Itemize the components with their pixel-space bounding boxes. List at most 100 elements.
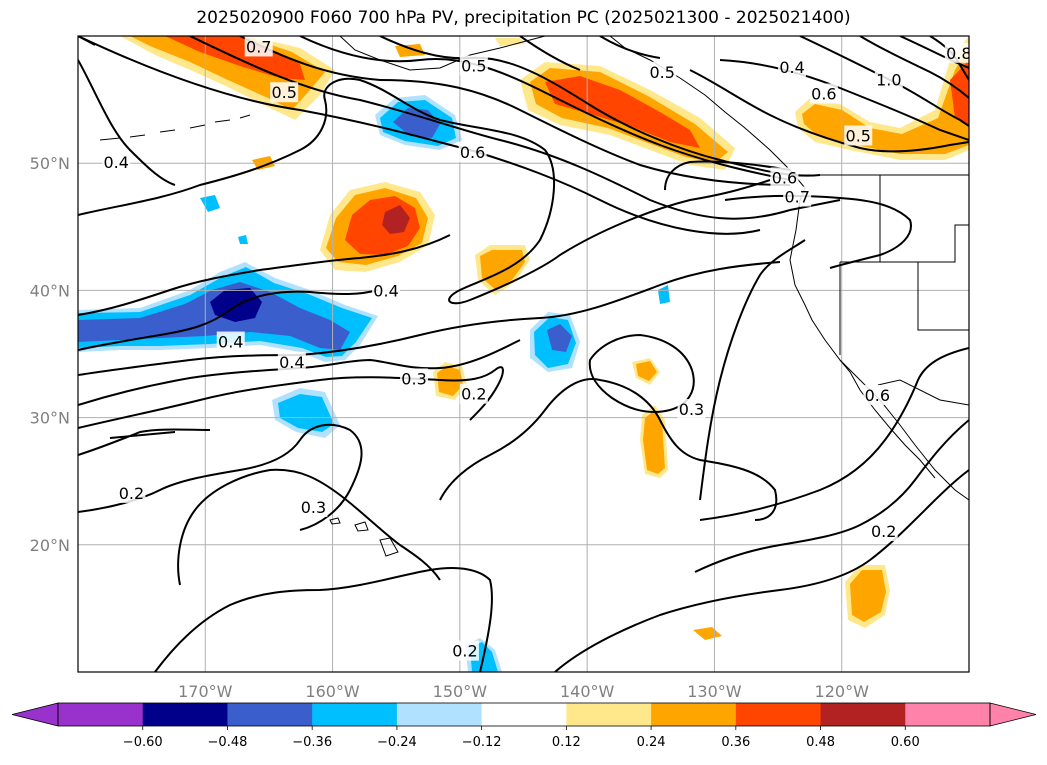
- contour-label: 1.0: [876, 71, 901, 90]
- contour-label-background: [270, 82, 299, 103]
- colorbar-min-extension: [11, 702, 59, 727]
- contour-label: 0.3: [301, 498, 326, 517]
- contour-label: 0.2: [461, 385, 486, 404]
- pv-contour-line: [78, 428, 211, 456]
- pv-contour-line: [78, 36, 176, 186]
- contour-label: 0.6: [772, 168, 797, 187]
- colorbar-outline: [57, 702, 991, 727]
- contour-label-background: [783, 186, 812, 207]
- contour-label-group: 0.7: [783, 186, 812, 207]
- colorbar-tick-label: 0.60: [891, 735, 920, 750]
- contour-label: 0.7: [784, 188, 809, 207]
- longitude-tick-label: 140°W: [560, 682, 615, 701]
- contour-label-group: 0.6: [458, 142, 487, 163]
- precip-positive-area: [643, 410, 665, 474]
- contour-label-background: [770, 167, 799, 188]
- hawaii-islands: [329, 517, 399, 557]
- contour-label: 0.4: [779, 58, 804, 77]
- colorbar-segment: [735, 703, 822, 726]
- colorbar-segment: [58, 703, 144, 726]
- colorbar-max-extension: [989, 702, 1037, 727]
- pv-contour-line: [719, 59, 969, 141]
- pv-contour-line: [554, 469, 969, 672]
- contour-label-background: [450, 640, 479, 661]
- contour-label: 0.4: [279, 353, 304, 372]
- precipitation-fills: [78, 36, 969, 672]
- contour-label-group: 0.5: [844, 125, 873, 146]
- precip-negative-area: [78, 282, 350, 350]
- colorbar-tick-label: −0.60: [123, 735, 163, 750]
- pv-contour-line: [439, 378, 778, 521]
- contour-label-group: 0.4: [102, 152, 131, 173]
- map-content: 0.70.50.5 0.5 0.40.61.00.80.40.60.50.60.70…: [78, 36, 969, 672]
- colorbar-tick-label: −0.24: [377, 735, 417, 750]
- contour-label-group: 0.3: [677, 398, 706, 419]
- pv-contour-line: [299, 36, 791, 181]
- graticule: [78, 36, 969, 672]
- precip-positive-area: [382, 205, 410, 234]
- contour-label-group: 0.4: [778, 56, 807, 77]
- pv-contour-line: [689, 69, 969, 153]
- contour-label-background: [844, 125, 873, 146]
- colorbar-segment: [651, 703, 737, 726]
- precip-negative-area: [238, 235, 248, 244]
- contour-label-group: 0.4: [216, 331, 245, 352]
- contour-label-background: [944, 42, 969, 63]
- border-line: [879, 175, 969, 263]
- contour-label-background: [216, 331, 245, 352]
- contour-label-background: [244, 36, 273, 57]
- longitude-tick-label: 160°W: [305, 682, 360, 701]
- contour-label: 0.7: [246, 37, 271, 56]
- colorbar-segment: [566, 703, 652, 726]
- baja-california-coastline: [839, 359, 936, 479]
- colorbar-segment: [227, 703, 313, 726]
- precip-positive-area: [545, 76, 700, 148]
- precip-positive-area: [495, 38, 525, 46]
- contour-label-background: [400, 368, 429, 389]
- pv-contour-line: [78, 234, 451, 316]
- contour-label-group: 0.6: [809, 83, 838, 104]
- colorbar: −0.60 −0.48 −0.36 −0.24 −0.12 0.12 0.24 0.36 0.4…: [11, 702, 1037, 750]
- colorbar-tick-label: 0.48: [806, 735, 835, 750]
- precip-negative-area: [278, 394, 334, 432]
- contour-labels: 0.70.50.5 0.5 0.40.61.00.80.40.60.50.60.70…: [102, 36, 969, 661]
- contour-label-group: 0.3: [400, 368, 429, 389]
- contour-label-group: 0.4: [372, 280, 401, 301]
- colorbar-tick-label: −0.48: [208, 735, 248, 750]
- pv-contour-line: [519, 36, 661, 71]
- contour-label: 0.2: [452, 642, 477, 661]
- contour-label-background: [277, 351, 306, 372]
- coastlines: [99, 36, 969, 557]
- pv-contour-line: [379, 36, 821, 177]
- contour-label-background: [863, 384, 892, 405]
- contour-label-background: [809, 83, 838, 104]
- latitude-tick-label: 40°N: [30, 281, 70, 300]
- contour-label: 0.6: [865, 386, 890, 405]
- contour-label: 0.5: [846, 126, 871, 145]
- latitude-tick-label: 20°N: [30, 536, 70, 555]
- contour-label-background: [874, 69, 903, 90]
- latitude-tick-label: 30°N: [30, 409, 70, 428]
- contour-label: 0.3: [679, 400, 704, 419]
- border-line: [877, 379, 969, 406]
- colorbar-tick-label: 0.36: [721, 735, 750, 750]
- colorbar-tick-label: 0.12: [552, 735, 581, 750]
- contour-label-group: 0.6: [770, 167, 799, 188]
- contour-label: 0.3: [401, 369, 426, 388]
- colorbar-segment: [481, 703, 567, 726]
- colorbar-segment: [142, 703, 228, 726]
- contour-label-background: [677, 398, 706, 419]
- longitude-tick-labels: 170°W 160°W 150°W 140°W 130°W 120°W: [178, 682, 869, 701]
- latitude-tick-labels: 50°N 40°N 30°N 20°N: [30, 154, 70, 555]
- contour-label: 0.5: [461, 57, 486, 76]
- colorbar-segment: [396, 703, 483, 726]
- pv-contour-line: [177, 468, 441, 586]
- contour-label-group: 1.0: [874, 69, 903, 90]
- pv-contour-line: [189, 36, 841, 220]
- colorbar-segment: [820, 703, 906, 726]
- colorbar-tick-label: −0.36: [292, 735, 332, 750]
- precip-positive-area: [850, 570, 886, 622]
- contour-label-group: 0.6: [863, 384, 892, 405]
- colorbar-tick-label: 0.24: [637, 735, 666, 750]
